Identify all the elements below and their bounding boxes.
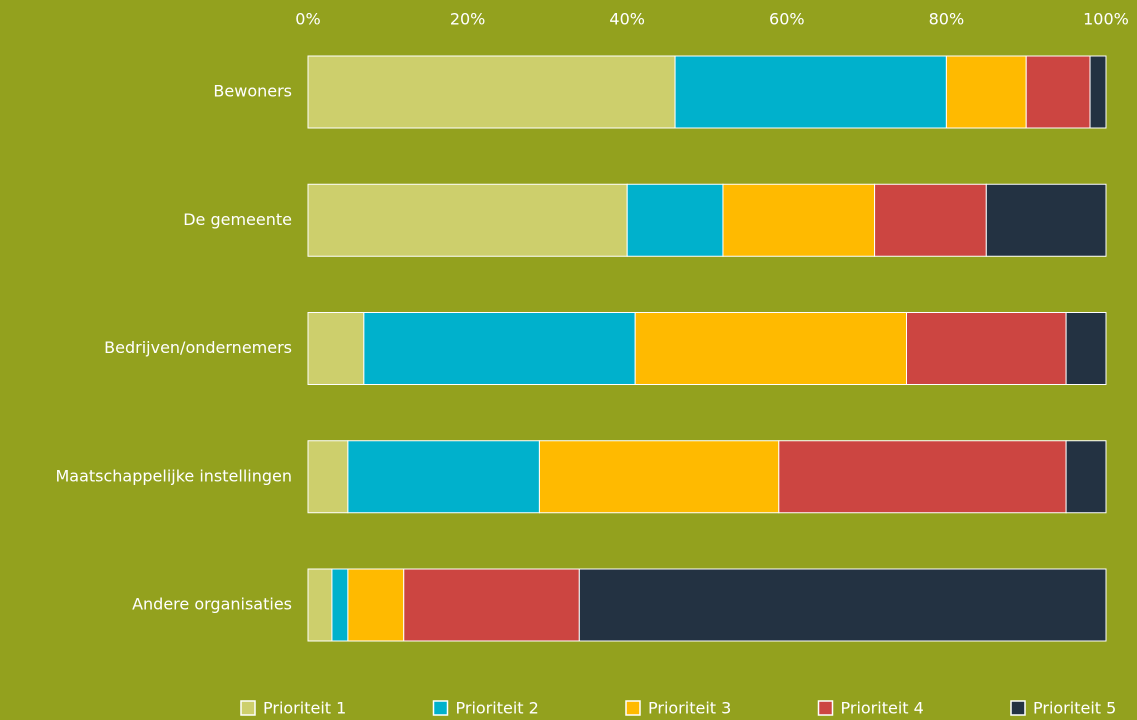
bar-segment xyxy=(1065,312,1107,385)
bar-segment xyxy=(538,440,780,514)
bar-segment xyxy=(1089,55,1107,129)
bar-segment xyxy=(985,183,1107,257)
bar-segment xyxy=(906,312,1067,385)
bar-segment xyxy=(634,312,907,385)
bar-segment xyxy=(363,312,636,385)
bar-segment xyxy=(722,183,876,257)
bar-segment xyxy=(626,183,724,257)
legend-label: Prioriteit 1 xyxy=(263,699,346,718)
bar-segment xyxy=(307,312,365,385)
x-tick-label: 60% xyxy=(769,10,805,29)
legend-label: Prioriteit 3 xyxy=(648,699,731,718)
category-label: Bewoners xyxy=(213,82,292,101)
category-label: Bedrijven/ondernemers xyxy=(104,338,292,357)
bar-segment xyxy=(403,568,580,642)
bar-segment xyxy=(307,440,349,514)
bar-segment xyxy=(347,440,540,514)
bar-segment xyxy=(778,440,1067,514)
legend-swatch xyxy=(625,700,641,716)
x-tick-label: 20% xyxy=(450,10,486,29)
bar-segment xyxy=(307,568,333,642)
legend-label: Prioriteit 2 xyxy=(456,699,539,718)
bar-segment xyxy=(1025,55,1091,129)
bar-segment xyxy=(307,183,628,257)
bar-segment xyxy=(674,55,947,129)
bar-segment xyxy=(1065,440,1107,514)
category-label: De gemeente xyxy=(183,210,292,229)
category-label: Andere organisaties xyxy=(132,595,292,614)
bar-segment xyxy=(578,568,1107,642)
x-tick-label: 0% xyxy=(295,10,320,29)
x-tick-label: 80% xyxy=(929,10,965,29)
legend-swatch xyxy=(240,700,256,716)
legend-swatch xyxy=(432,700,449,716)
legend-swatch xyxy=(1010,700,1026,716)
legend-label: Prioriteit 5 xyxy=(1033,699,1116,718)
x-tick-label: 100% xyxy=(1083,10,1129,29)
bar-segment xyxy=(307,55,676,129)
bar-segment xyxy=(331,568,349,642)
legend-label: Prioriteit 4 xyxy=(841,699,924,718)
legend-swatch xyxy=(817,700,834,716)
x-tick-label: 40% xyxy=(609,10,645,29)
bar-segment xyxy=(945,55,1027,129)
bar-segment xyxy=(874,183,987,257)
bar-segment xyxy=(347,568,405,642)
category-label: Maatschappelijke instellingen xyxy=(55,466,292,485)
